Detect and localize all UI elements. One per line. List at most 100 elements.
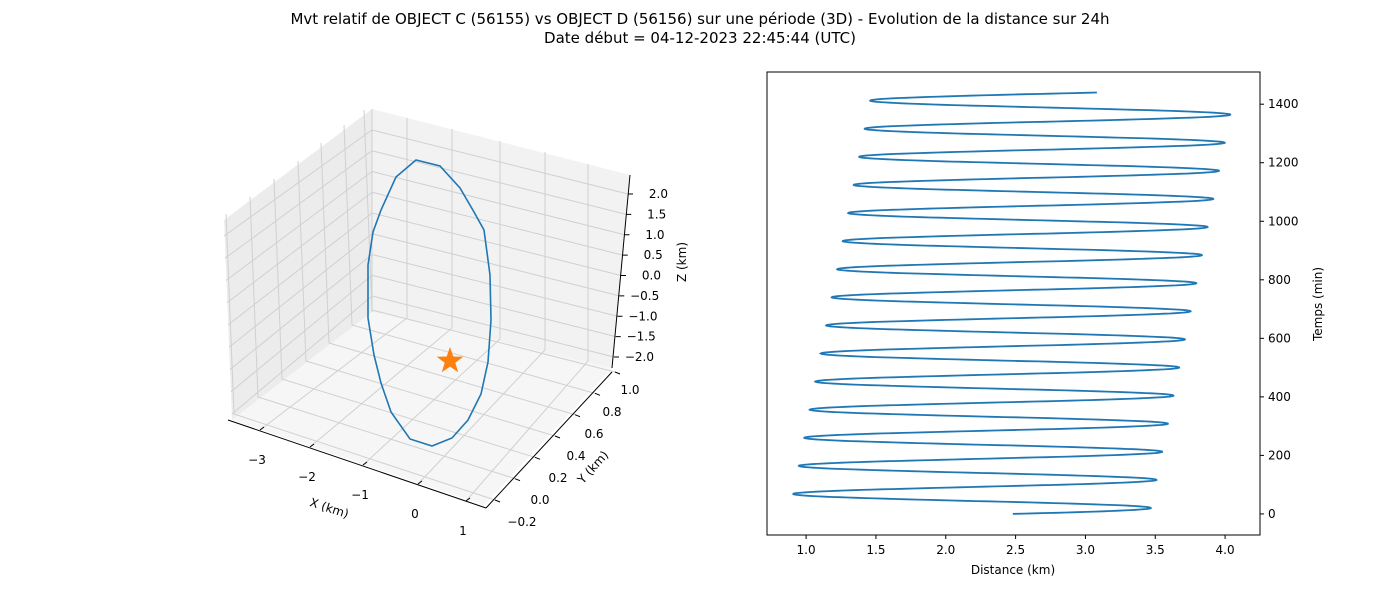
grid-line-z	[371, 254, 618, 317]
z-tick-label: −2.0	[625, 350, 654, 364]
z-tick-label: −1.0	[628, 309, 657, 323]
x-tick-mark	[309, 443, 315, 448]
y-tick-mark	[614, 371, 621, 375]
x-axis-line	[227, 419, 487, 509]
grid-line-z	[371, 191, 623, 256]
x-tick-label-2d: 3.5	[1146, 543, 1165, 557]
x-tick-label: −3	[248, 453, 266, 467]
x-tick-label-2d: 2.5	[1006, 543, 1025, 557]
plot-3d: −3 −2 −1 0 1 −0.2 0.0 0.2 0.4 0.6 0.8 1.0 2.0 1.5 1.0 0…	[223, 109, 689, 538]
y-tick-label-2d: 600	[1268, 331, 1291, 345]
grid-line-y	[297, 160, 307, 362]
x-tick-label: 1	[459, 524, 467, 538]
x-axis-label-2d: Distance (km)	[971, 563, 1055, 577]
grid-line-z	[231, 295, 373, 415]
y-tick-label-2d: 800	[1268, 273, 1291, 287]
grid-line-z	[226, 191, 373, 304]
y-axis-line	[485, 371, 613, 509]
y-tick-label: 0.4	[566, 449, 585, 463]
x-tick-label: −1	[351, 488, 369, 502]
y-tick-mark	[574, 414, 581, 418]
grid-line-y	[305, 360, 556, 437]
z-tick-label: 2.0	[649, 187, 668, 201]
y-tick-label-2d: 1400	[1268, 97, 1299, 111]
grid-line-z	[371, 274, 616, 338]
grid-line-y	[351, 324, 596, 394]
plot-2d: 1.0 1.5 2.0 2.5 3.0 3.5 4.0 0 200 400 600 800 1000 1…	[766, 71, 1325, 577]
x-ticks-2d: 1.0 1.5 2.0 2.5 3.0 3.5 4.0	[797, 535, 1235, 557]
grid-line-x	[259, 317, 408, 431]
y-tick-mark	[494, 499, 501, 503]
z-tick-label: 0.0	[642, 269, 661, 283]
y-ticks-2d: 0 200 400 600 800 1000 1200 1400	[1260, 97, 1299, 521]
chart-title: Mvt relatif de OBJECT C (56155) vs OBJEC…	[0, 10, 1400, 48]
grid-line-z	[225, 171, 373, 281]
y-tick-label-2d: 200	[1268, 448, 1291, 462]
x-tick-label-2d: 4.0	[1216, 543, 1235, 557]
x-tick-label-2d: 3.0	[1076, 543, 1095, 557]
grid-line-y	[249, 196, 259, 398]
x-tick-label: −2	[298, 470, 316, 484]
y-tick-mark	[554, 435, 561, 439]
z-tick-label: 1.0	[645, 228, 664, 242]
title-line-2: Date début = 04-12-2023 22:45:44 (UTC)	[544, 29, 856, 47]
grid-line-x	[465, 360, 589, 502]
y-tick-mark	[514, 478, 521, 482]
grid-line-z	[224, 150, 373, 259]
y-tick-label-2d: 1000	[1268, 214, 1299, 228]
z-axis-label: Z (km)	[675, 242, 689, 282]
x-tick-label-2d: 2.0	[936, 543, 955, 557]
grid-line-y	[233, 413, 496, 501]
x-axis-label: X (km)	[308, 495, 350, 521]
y-tick-mark	[534, 456, 541, 460]
y-tick-label: −0.2	[507, 515, 536, 529]
grid-line-y	[225, 213, 235, 415]
grid-line-y	[273, 178, 283, 380]
distance-series-line	[792, 91, 1232, 515]
grid-line-z	[371, 233, 620, 297]
grid-line-z	[228, 233, 373, 348]
y-tick-label-2d: 0	[1268, 507, 1276, 521]
grid-line-y	[257, 396, 516, 480]
grid-line-x	[417, 349, 546, 485]
grid-line-z	[371, 212, 622, 276]
star-marker-icon	[436, 347, 464, 373]
x-tick-mark	[417, 480, 423, 485]
grid-line-y	[281, 378, 536, 458]
ticks-3d: −3 −2 −1 0 1 −0.2 0.0 0.2 0.4 0.6 0.8 1.0 2.0 1.5 1.0 0…	[248, 187, 668, 538]
y-tick-label-2d: 1200	[1268, 156, 1299, 170]
y-tick-mark	[594, 392, 601, 396]
y-tick-label: 1.0	[620, 383, 639, 397]
grid-line-y	[371, 309, 616, 373]
y-tick-label: 0.8	[602, 405, 621, 419]
z-tick-label: 0.5	[644, 248, 663, 262]
z-tick-label: −0.5	[630, 289, 659, 303]
grid-line-z	[371, 129, 629, 195]
pane-back-left	[224, 109, 372, 420]
z-tick-label: 1.5	[647, 207, 666, 221]
grid-line-y	[343, 124, 353, 326]
grid-3d	[223, 109, 629, 502]
y-tick-label-2d: 400	[1268, 390, 1291, 404]
trajectory-3d-line	[367, 159, 492, 447]
grid-line-z	[229, 254, 373, 370]
grid-line-x	[309, 327, 453, 448]
y-tick-label: 0.6	[584, 427, 603, 441]
x-tick-mark	[362, 461, 368, 466]
grid-line-z	[223, 129, 373, 237]
grid-line-y	[320, 142, 330, 344]
grid-line-z	[371, 295, 615, 358]
x-tick-mark	[259, 426, 265, 431]
y-tick-label: 0.0	[530, 493, 549, 507]
grid-line-y	[328, 342, 576, 416]
grid-line-z	[230, 274, 373, 393]
y-axis-label-2d: Temps (min)	[1311, 267, 1325, 342]
z-axis-line	[611, 174, 631, 369]
pane-floor	[232, 312, 612, 505]
title-line-1: Mvt relatif de OBJECT C (56155) vs OBJEC…	[290, 10, 1110, 28]
grid-line-z	[371, 171, 625, 236]
x-tick-label: 0	[411, 507, 419, 521]
grid-line-z	[227, 212, 373, 326]
y-tick-label: 0.2	[548, 471, 567, 485]
